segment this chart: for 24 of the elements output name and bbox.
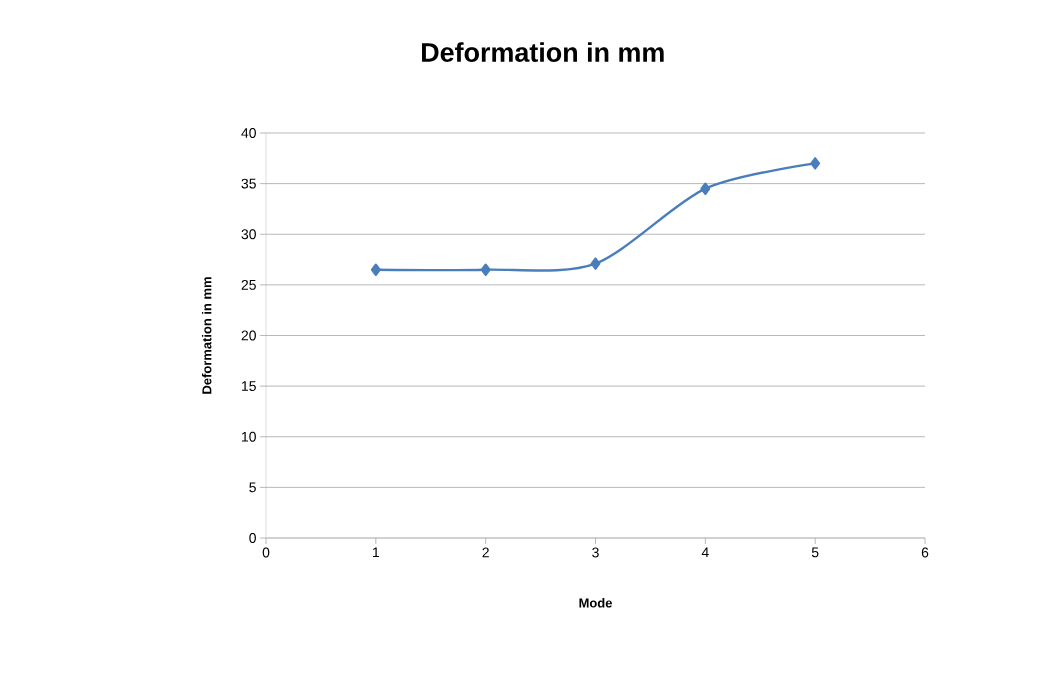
y-tick-label: 0 (249, 533, 256, 543)
x-axis-title: Mode (579, 598, 612, 608)
y-tick-label: 20 (241, 330, 256, 341)
x-tick-label: 4 (701, 547, 709, 558)
point (480, 263, 491, 276)
point (810, 157, 821, 170)
x-tick-label: 6 (921, 547, 929, 558)
y-tick-label: 35 (241, 178, 256, 189)
chart-title: Deformation in mm (422, 42, 664, 62)
y-tick-label: 15 (242, 381, 256, 391)
point (370, 263, 381, 276)
x-tick-label: 0 (262, 547, 270, 558)
y-tick-label: 40 (241, 128, 256, 138)
y-axis-title: Deformation in mm (201, 277, 212, 394)
x-tick-label: 3 (592, 547, 599, 558)
x-tick-label: 5 (811, 547, 819, 558)
point (590, 257, 601, 270)
y-tick-label: 30 (241, 229, 256, 240)
y-tick-label: 5 (249, 482, 256, 493)
y-tick-label: 10 (242, 431, 256, 442)
x-tick-label: 2 (482, 547, 489, 558)
y-tick-label: 25 (241, 279, 256, 290)
x-tick-label: 1 (373, 547, 380, 558)
point (700, 182, 711, 195)
